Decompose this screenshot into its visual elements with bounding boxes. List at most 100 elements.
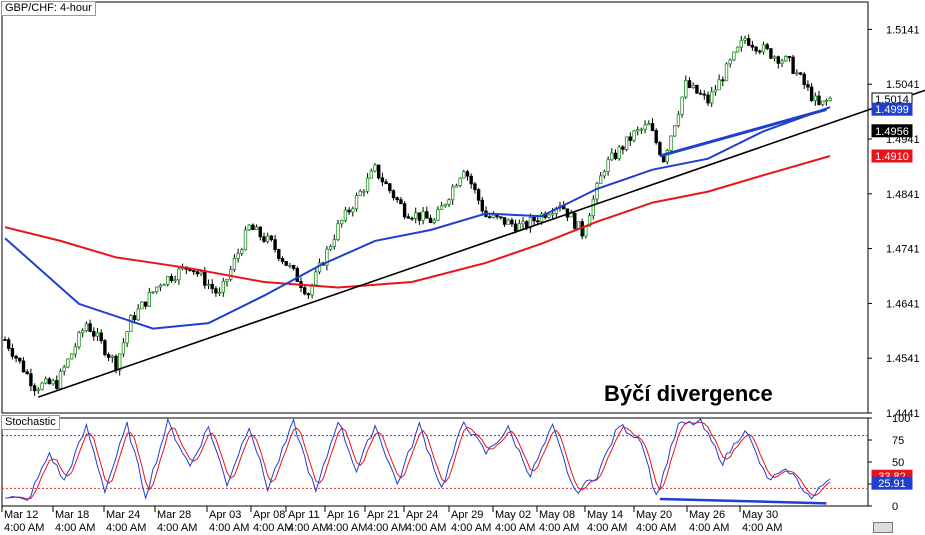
candle-body: [462, 171, 466, 179]
candle-body: [787, 56, 792, 58]
candle-body: [432, 219, 436, 224]
candle-body: [702, 93, 706, 96]
y-tick-label: 1.4541: [886, 353, 920, 365]
candle-body: [750, 44, 755, 48]
x-tick-label: 4:00 AM: [106, 522, 146, 534]
x-tick-label: Apr 24: [406, 509, 438, 521]
candle-body: [206, 284, 211, 286]
candle-body: [147, 292, 151, 307]
candle-body: [532, 217, 536, 222]
candle-body: [365, 177, 370, 192]
candle-body: [658, 142, 662, 156]
candle-body: [650, 123, 655, 132]
y-tick-label: 1.5141: [886, 24, 920, 36]
stochastic-signal-line: [4, 421, 831, 500]
price-label-box: [871, 149, 913, 163]
candle-body: [824, 100, 829, 102]
candle-body: [40, 382, 44, 390]
candle-body: [624, 136, 629, 150]
candle-body: [428, 217, 433, 224]
candle-body: [817, 95, 821, 105]
scroll-icon[interactable]: [873, 522, 893, 533]
candle-body: [106, 354, 111, 358]
stoch-y-tick-label: 0: [892, 501, 898, 513]
candle-body: [713, 89, 718, 93]
x-tick-label: 4:00 AM: [406, 522, 446, 534]
candle-body: [103, 340, 107, 355]
candle-body: [499, 216, 503, 219]
stochastic-title: Stochastic: [1, 415, 60, 430]
candle-body: [495, 214, 499, 218]
candle-body: [395, 197, 399, 201]
candle-body: [177, 268, 181, 281]
price-label-box: [871, 102, 913, 116]
candle-body: [217, 291, 222, 294]
candle-body: [295, 268, 299, 282]
candle-body: [236, 253, 240, 259]
moving-average-red: [4, 155, 831, 289]
candle-body: [251, 224, 255, 231]
candle-body: [436, 209, 440, 221]
x-tick-label: 4:00 AM: [689, 522, 729, 534]
x-tick-label: May 08: [539, 509, 575, 521]
x-tick-label: May 20: [636, 509, 672, 521]
candle-body: [203, 271, 207, 286]
price-divergence-line: [659, 107, 827, 158]
candle-body: [358, 190, 362, 196]
candle-body: [717, 79, 721, 91]
candle-body: [421, 211, 425, 221]
candle-body: [480, 199, 484, 212]
candle-body: [469, 175, 473, 185]
candle-body: [254, 226, 259, 231]
candle-body: [376, 164, 381, 179]
candle-body: [339, 220, 344, 225]
candle-body: [521, 221, 525, 225]
candle-body: [413, 212, 418, 219]
candle-body: [439, 205, 444, 210]
candle-body: [802, 73, 806, 86]
candle-body: [502, 217, 507, 225]
candle-body: [406, 216, 410, 219]
candle-body: [36, 389, 40, 392]
candle-body: [151, 291, 155, 294]
x-tick-label: Mar 18: [55, 509, 89, 521]
candle-body: [166, 276, 170, 285]
candle-body: [336, 223, 340, 240]
candle-body: [506, 219, 510, 225]
candle-body: [132, 315, 137, 321]
candle-body: [191, 270, 196, 273]
candle-body: [62, 366, 66, 372]
candle-body: [265, 235, 270, 242]
stochastic-main-line: [4, 417, 831, 501]
candle-body: [10, 348, 15, 357]
candle-body: [92, 331, 96, 337]
candle-body: [143, 301, 148, 307]
x-tick-label: 4:00 AM: [55, 522, 95, 534]
candle-body: [58, 370, 63, 389]
x-tick-label: 4:00 AM: [367, 522, 407, 534]
x-tick-label: 4:00 AM: [451, 522, 491, 534]
candle-body: [154, 286, 159, 293]
candle-body: [754, 46, 758, 52]
candles: [3, 34, 832, 396]
main-chart-title: GBP/CHF: 4-hour: [1, 1, 96, 16]
candle-body: [632, 130, 636, 141]
candle-body: [169, 276, 174, 281]
candle-body: [410, 217, 414, 220]
candle-body: [228, 268, 233, 280]
candle-body: [280, 258, 285, 262]
candle-body: [51, 380, 55, 385]
candle-body: [828, 97, 832, 101]
price-label: 1.4999: [875, 104, 909, 116]
candle-body: [21, 360, 26, 373]
candle-body: [110, 355, 114, 358]
candle-body: [647, 123, 651, 126]
candle-body: [7, 339, 11, 349]
candle-body: [739, 39, 743, 48]
candle-body: [473, 183, 477, 190]
candle-body: [347, 209, 351, 213]
candle-body: [240, 249, 244, 254]
candle-body: [95, 332, 100, 337]
candle-body: [443, 203, 447, 207]
candle-body: [458, 177, 462, 186]
